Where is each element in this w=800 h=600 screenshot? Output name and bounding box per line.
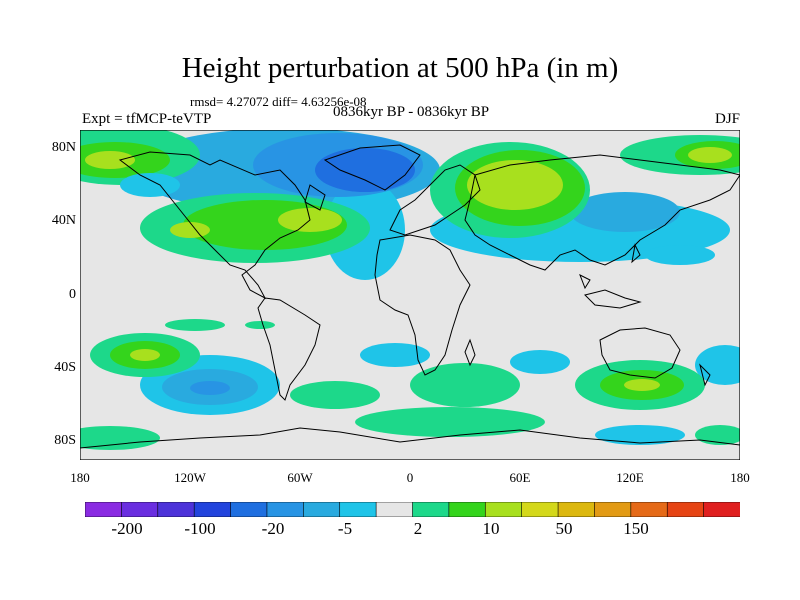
lon-label-120w: 120W	[174, 470, 206, 485]
stats-text: rmsd= 4.27072 diff= 4.63256e-08	[190, 94, 367, 109]
season-label: DJF	[714, 111, 740, 127]
colorbar-swatch	[339, 502, 377, 517]
colorbar-swatch	[375, 502, 414, 517]
colorbar-swatch	[412, 502, 450, 517]
colorbar-swatch	[448, 502, 486, 517]
colorbar-label: -200	[111, 519, 143, 538]
colorbar-swatch	[303, 502, 341, 517]
colorbar-label: -100	[184, 519, 216, 538]
lat-label-80n: 80N	[51, 140, 76, 155]
experiment-label: Expt = tfMCP-teVTP	[82, 111, 212, 127]
colorbar-swatch	[703, 502, 740, 517]
colorbar-swatch	[630, 502, 668, 517]
contour-map	[80, 130, 740, 460]
lat-label-0: 0	[69, 287, 76, 302]
contour-fills	[80, 130, 740, 450]
colorbar-swatch	[594, 502, 632, 517]
colorbar-label: -5	[337, 519, 353, 538]
colorbar	[85, 502, 740, 517]
lon-label-180w: 180	[70, 470, 90, 485]
colorbar-label: -20	[261, 519, 285, 538]
colorbar-swatch	[193, 502, 232, 517]
colorbar-label: 2	[413, 519, 423, 538]
lat-label-40s: 40S	[54, 360, 76, 375]
colorbar-swatch	[266, 502, 304, 517]
colorbar-swatch	[230, 502, 268, 517]
lat-label-80s: 80S	[54, 433, 76, 448]
chart-title: Height perturbation at 500 hPa (in m)	[181, 52, 619, 84]
colorbar-label: 10	[482, 519, 500, 538]
lon-label-60e: 60E	[509, 470, 531, 485]
colorbar-swatch	[157, 502, 195, 517]
colorbar-label: 150	[623, 519, 649, 538]
lon-label-180e: 180	[730, 470, 750, 485]
coastlines	[80, 144, 740, 449]
lon-label-0: 0	[406, 470, 414, 485]
colorbar-swatch	[557, 502, 596, 517]
lon-label-120e: 120E	[616, 470, 644, 485]
colorbar-label: 50	[555, 519, 573, 538]
lat-label-40n: 40N	[51, 213, 76, 228]
period-label: 0836kyr BP - 0836kyr BP	[332, 104, 490, 120]
colorbar-swatch	[521, 502, 559, 517]
colorbar-swatch	[121, 502, 159, 517]
colorbar-swatch	[666, 502, 705, 517]
lon-label-60w: 60W	[287, 470, 313, 485]
colorbar-swatch	[85, 502, 122, 517]
colorbar-swatch	[484, 502, 523, 517]
